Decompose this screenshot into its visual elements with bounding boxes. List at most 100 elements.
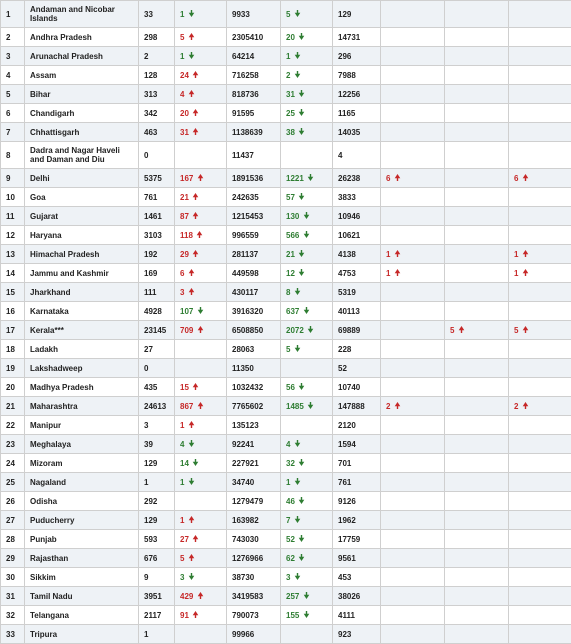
- state-name: Dadra and Nagar Haveli and Daman and Diu: [25, 142, 139, 169]
- extra-col-2: [445, 606, 509, 625]
- extra-col-2: [445, 169, 509, 188]
- deaths-count: 1962: [333, 511, 381, 530]
- table-row: 27Puducherry1291 1639827 1962: [1, 511, 571, 530]
- extra-col-3: 1: [509, 264, 571, 283]
- recovered-count: 38730: [227, 568, 281, 587]
- recovered-delta: [281, 142, 333, 169]
- recovered-count: 28063: [227, 340, 281, 359]
- recovered-count: 227921: [227, 454, 281, 473]
- recovered-count: 430117: [227, 283, 281, 302]
- active-count: 111: [139, 283, 175, 302]
- state-name: Andhra Pradesh: [25, 28, 139, 47]
- extra-col-2: [445, 264, 509, 283]
- active-delta: 87: [175, 207, 227, 226]
- active-delta: 6: [175, 264, 227, 283]
- state-name: Assam: [25, 66, 139, 85]
- active-delta: 1: [175, 511, 227, 530]
- active-delta: 709: [175, 321, 227, 340]
- deaths-count: 26238: [333, 169, 381, 188]
- extra-col-3: [509, 492, 571, 511]
- deaths-count: 701: [333, 454, 381, 473]
- recovered-count: 64214: [227, 47, 281, 66]
- row-number: 2: [1, 28, 25, 47]
- extra-col-3: [509, 123, 571, 142]
- recovered-count: 281137: [227, 245, 281, 264]
- table-row: 2Andhra Pradesh2985 230541020 14731: [1, 28, 571, 47]
- deaths-count: 4111: [333, 606, 381, 625]
- extra-col-3: [509, 378, 571, 397]
- recovered-delta: 257: [281, 587, 333, 606]
- active-count: 129: [139, 454, 175, 473]
- row-number: 8: [1, 142, 25, 169]
- row-number: 19: [1, 359, 25, 378]
- extra-col-2: 5: [445, 321, 509, 340]
- recovered-delta: 62: [281, 549, 333, 568]
- extra-col-3: [509, 47, 571, 66]
- extra-col-1: [381, 302, 445, 321]
- recovered-delta: 1485: [281, 397, 333, 416]
- deaths-count: 40113: [333, 302, 381, 321]
- row-number: 17: [1, 321, 25, 340]
- recovered-count: 34740: [227, 473, 281, 492]
- extra-col-1: [381, 378, 445, 397]
- recovered-delta: 566: [281, 226, 333, 245]
- table-row: 23Meghalaya394 922414 1594: [1, 435, 571, 454]
- row-number: 26: [1, 492, 25, 511]
- state-name: Jharkhand: [25, 283, 139, 302]
- active-count: 4928: [139, 302, 175, 321]
- table-row: 15Jharkhand1113 4301178 5319: [1, 283, 571, 302]
- extra-col-1: [381, 47, 445, 66]
- active-delta: 1: [175, 473, 227, 492]
- active-delta: 4: [175, 435, 227, 454]
- active-delta: 15: [175, 378, 227, 397]
- deaths-count: 17759: [333, 530, 381, 549]
- state-name: Punjab: [25, 530, 139, 549]
- recovered-count: 1215453: [227, 207, 281, 226]
- state-name: Himachal Pradesh: [25, 245, 139, 264]
- extra-col-2: [445, 549, 509, 568]
- row-number: 10: [1, 188, 25, 207]
- table-row: 13Himachal Pradesh19229 28113721 41381 1: [1, 245, 571, 264]
- state-name: Puducherry: [25, 511, 139, 530]
- row-number: 5: [1, 85, 25, 104]
- extra-col-1: [381, 606, 445, 625]
- extra-col-1: [381, 28, 445, 47]
- row-number: 28: [1, 530, 25, 549]
- state-name: Bihar: [25, 85, 139, 104]
- recovered-delta: 7: [281, 511, 333, 530]
- active-count: 3103: [139, 226, 175, 245]
- extra-col-2: [445, 587, 509, 606]
- row-number: 24: [1, 454, 25, 473]
- table-row: 6Chandigarh34220 9159525 1165: [1, 104, 571, 123]
- active-delta: 429: [175, 587, 227, 606]
- extra-col-3: [509, 302, 571, 321]
- state-name: Gujarat: [25, 207, 139, 226]
- recovered-delta: 1: [281, 47, 333, 66]
- active-count: 342: [139, 104, 175, 123]
- active-delta: 31: [175, 123, 227, 142]
- extra-col-2: [445, 245, 509, 264]
- extra-col-3: [509, 104, 571, 123]
- table-row: 12Haryana3103118 996559566 10621: [1, 226, 571, 245]
- active-delta: [175, 142, 227, 169]
- active-count: 3: [139, 416, 175, 435]
- extra-col-2: [445, 1, 509, 28]
- recovered-count: 99966: [227, 625, 281, 644]
- state-name: Lakshadweep: [25, 359, 139, 378]
- recovered-count: 242635: [227, 188, 281, 207]
- extra-col-1: [381, 123, 445, 142]
- table-row: 30Sikkim93 387303 453: [1, 568, 571, 587]
- state-name: Tripura: [25, 625, 139, 644]
- recovered-delta: 8: [281, 283, 333, 302]
- extra-col-1: [381, 226, 445, 245]
- recovered-count: 11350: [227, 359, 281, 378]
- deaths-count: 4138: [333, 245, 381, 264]
- active-delta: 20: [175, 104, 227, 123]
- covid-state-table: 1Andaman and Nicobar Islands331 99335 12…: [0, 0, 571, 644]
- deaths-count: 129: [333, 1, 381, 28]
- extra-col-2: [445, 66, 509, 85]
- deaths-count: 1165: [333, 104, 381, 123]
- table-row: 5Bihar3134 81873631 12256: [1, 85, 571, 104]
- recovered-count: 163982: [227, 511, 281, 530]
- extra-col-1: [381, 207, 445, 226]
